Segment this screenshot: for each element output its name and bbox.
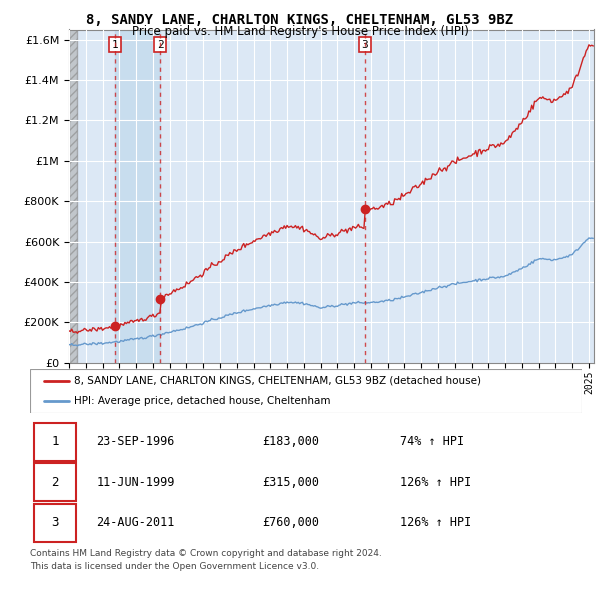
Text: £760,000: £760,000 xyxy=(262,516,319,529)
Text: 3: 3 xyxy=(52,516,59,529)
Text: 11-JUN-1999: 11-JUN-1999 xyxy=(96,476,175,489)
Text: Price paid vs. HM Land Registry's House Price Index (HPI): Price paid vs. HM Land Registry's House … xyxy=(131,25,469,38)
Text: 3: 3 xyxy=(362,40,368,50)
Text: 8, SANDY LANE, CHARLTON KINGS, CHELTENHAM, GL53 9BZ (detached house): 8, SANDY LANE, CHARLTON KINGS, CHELTENHA… xyxy=(74,376,481,386)
Bar xyxy=(115,30,160,363)
Text: Contains HM Land Registry data © Crown copyright and database right 2024.: Contains HM Land Registry data © Crown c… xyxy=(30,549,382,558)
FancyBboxPatch shape xyxy=(34,463,76,502)
FancyBboxPatch shape xyxy=(34,422,76,461)
Text: 24-AUG-2011: 24-AUG-2011 xyxy=(96,516,175,529)
Text: 23-SEP-1996: 23-SEP-1996 xyxy=(96,435,175,448)
Text: 8, SANDY LANE, CHARLTON KINGS, CHELTENHAM, GL53 9BZ: 8, SANDY LANE, CHARLTON KINGS, CHELTENHA… xyxy=(86,13,514,27)
Text: This data is licensed under the Open Government Licence v3.0.: This data is licensed under the Open Gov… xyxy=(30,562,319,571)
Text: 74% ↑ HPI: 74% ↑ HPI xyxy=(400,435,464,448)
Text: £315,000: £315,000 xyxy=(262,476,319,489)
Text: 1: 1 xyxy=(112,40,118,50)
Text: HPI: Average price, detached house, Cheltenham: HPI: Average price, detached house, Chel… xyxy=(74,396,331,406)
Text: 2: 2 xyxy=(157,40,164,50)
Text: 126% ↑ HPI: 126% ↑ HPI xyxy=(400,516,471,529)
Text: £183,000: £183,000 xyxy=(262,435,319,448)
FancyBboxPatch shape xyxy=(34,504,76,542)
Text: 126% ↑ HPI: 126% ↑ HPI xyxy=(400,476,471,489)
Text: 2: 2 xyxy=(52,476,59,489)
Text: 1: 1 xyxy=(52,435,59,448)
